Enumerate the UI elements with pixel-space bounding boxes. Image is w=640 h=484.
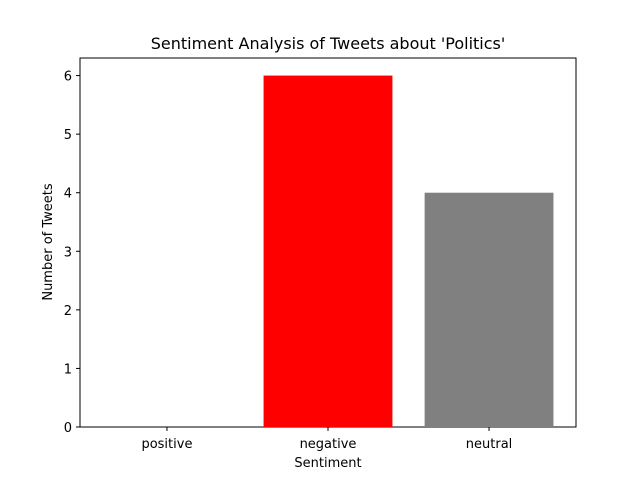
bars-group	[263, 75, 554, 428]
chart-title: Sentiment Analysis of Tweets about 'Poli…	[151, 34, 506, 53]
y-tick-label: 1	[64, 362, 72, 377]
y-tick-label: 5	[64, 128, 72, 143]
y-tick-label: 2	[64, 304, 72, 319]
x-tick-label-negative: negative	[300, 437, 357, 452]
x-axis: positive negative neutral	[141, 427, 512, 452]
y-tick-label: 6	[64, 70, 72, 85]
x-axis-label: Sentiment	[294, 456, 361, 471]
y-axis-label: Number of Tweets	[41, 183, 56, 301]
bar-negative	[263, 75, 393, 428]
y-tick-label: 0	[64, 421, 72, 436]
x-tick-label-positive: positive	[141, 437, 192, 452]
y-tick-label: 3	[64, 245, 72, 260]
x-tick-label-neutral: neutral	[466, 437, 513, 452]
bar-neutral	[424, 192, 554, 427]
y-axis: 0 1 2 3 4 5 6	[64, 70, 80, 436]
y-tick-label: 4	[64, 187, 72, 202]
